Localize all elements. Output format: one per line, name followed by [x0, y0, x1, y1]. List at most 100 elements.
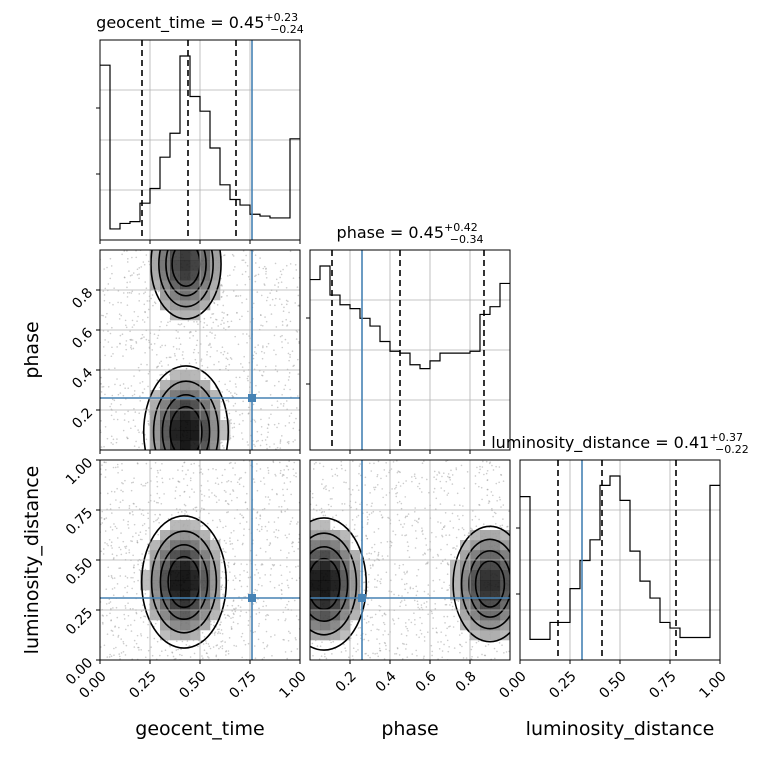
- scatter-point: [262, 641, 265, 644]
- scatter-point: [374, 486, 377, 489]
- scatter-point: [120, 532, 122, 534]
- density-cell: [160, 590, 171, 601]
- scatter-point: [378, 642, 381, 645]
- scatter-point: [312, 508, 315, 510]
- scatter-point: [435, 627, 438, 630]
- density-cell: [190, 630, 201, 641]
- panel-title-luminosity_distance: luminosity_distance = 0.41+0.37 −0.22: [491, 431, 749, 456]
- scatter-point: [183, 232, 185, 234]
- scatter-point: [305, 586, 307, 588]
- scatter-point: [225, 650, 228, 652]
- scatter-point: [496, 650, 498, 653]
- scatter-point: [437, 641, 439, 643]
- scatter-point: [269, 574, 272, 576]
- scatter-point: [192, 245, 194, 247]
- scatter-point: [376, 475, 378, 478]
- scatter-point: [395, 484, 398, 487]
- density-cell: [490, 610, 501, 621]
- scatter-point: [282, 638, 285, 641]
- scatter-point: [146, 543, 149, 546]
- scatter-point: [120, 652, 123, 654]
- scatter-point: [397, 594, 400, 597]
- scatter-point: [282, 611, 285, 614]
- scatter-point: [125, 545, 128, 548]
- scatter-point: [190, 463, 193, 465]
- scatter-point: [368, 573, 370, 576]
- scatter-point: [201, 524, 204, 527]
- scatter-point: [275, 353, 277, 356]
- scatter-point: [227, 399, 229, 401]
- scatter-point: [457, 620, 459, 623]
- scatter-point: [438, 578, 441, 581]
- scatter-point: [407, 513, 410, 515]
- scatter-point: [169, 185, 171, 187]
- scatter-point: [357, 627, 360, 629]
- scatter-point: [232, 548, 234, 550]
- scatter-point: [174, 490, 177, 492]
- scatter-point: [103, 299, 106, 302]
- scatter-point: [110, 574, 113, 577]
- scatter-point: [142, 484, 144, 487]
- scatter-point: [401, 658, 404, 660]
- scatter-point: [280, 303, 283, 306]
- scatter-point: [490, 491, 493, 493]
- scatter-point: [148, 552, 150, 555]
- scatter-point: [212, 240, 214, 242]
- scatter-point: [508, 650, 510, 653]
- scatter-point: [109, 503, 112, 506]
- scatter-point: [113, 557, 115, 559]
- scatter-point: [285, 588, 287, 590]
- scatter-point: [355, 535, 357, 537]
- scatter-point: [446, 573, 449, 575]
- scatter-point: [291, 542, 293, 545]
- scatter-point: [115, 527, 118, 530]
- scatter-point: [492, 515, 494, 518]
- scatter-point: [223, 489, 226, 492]
- scatter-point: [241, 273, 244, 276]
- scatter-point: [244, 501, 247, 504]
- scatter-point: [246, 341, 248, 344]
- scatter-point: [533, 598, 535, 600]
- scatter-point: [275, 278, 278, 281]
- scatter-point: [388, 590, 390, 592]
- scatter-point: [126, 585, 129, 587]
- joint-panel-geocent_time_vs_luminosity_distance: [100, 460, 300, 660]
- scatter-point: [100, 376, 102, 379]
- scatter-point: [142, 621, 145, 623]
- scatter-point: [124, 413, 126, 415]
- scatter-point: [220, 296, 223, 298]
- scatter-point: [266, 447, 268, 450]
- scatter-point: [183, 227, 185, 229]
- scatter-point: [254, 421, 257, 423]
- density-cell: [200, 420, 211, 431]
- density-cell: [140, 580, 151, 591]
- scatter-point: [257, 273, 260, 276]
- scatter-point: [239, 522, 241, 525]
- scatter-point: [204, 377, 206, 380]
- scatter-point: [219, 538, 221, 541]
- scatter-point: [100, 391, 103, 393]
- scatter-point: [133, 564, 135, 567]
- scatter-point: [348, 488, 350, 490]
- density-cell: [170, 570, 181, 581]
- scatter-point: [165, 356, 168, 359]
- scatter-point: [222, 353, 225, 356]
- scatter-point: [133, 390, 136, 392]
- scatter-point: [123, 276, 126, 279]
- scatter-point: [524, 576, 526, 578]
- scatter-point: [115, 606, 118, 609]
- scatter-point: [364, 581, 366, 583]
- scatter-point: [259, 514, 262, 516]
- scatter-point: [381, 488, 384, 490]
- scatter-point: [246, 563, 248, 566]
- scatter-point: [414, 477, 417, 480]
- scatter-point: [179, 343, 182, 345]
- scatter-point: [116, 438, 118, 440]
- y-tick-label: 0.8: [69, 285, 96, 312]
- scatter-point: [224, 525, 227, 528]
- density-cell: [330, 570, 341, 581]
- scatter-point: [345, 524, 348, 526]
- scatter-point: [116, 537, 119, 539]
- scatter-point: [284, 551, 286, 553]
- density-cell: [160, 290, 171, 301]
